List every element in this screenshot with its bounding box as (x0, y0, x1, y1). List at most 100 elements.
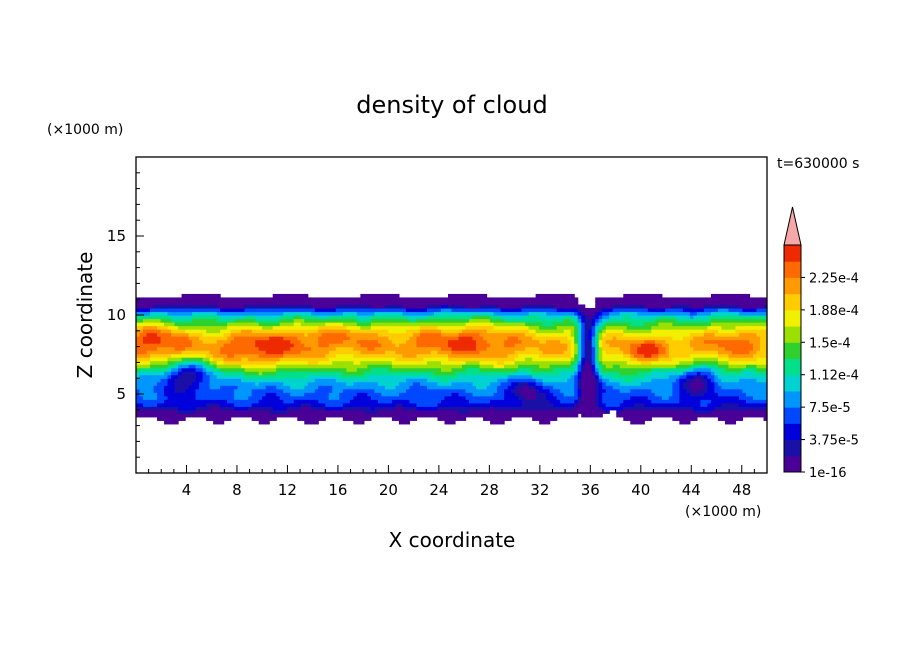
density-cell (511, 346, 516, 351)
density-cell (157, 388, 162, 393)
density-cell (433, 409, 439, 414)
density-cell (146, 413, 151, 418)
density-cell (595, 346, 600, 351)
density-cell (465, 395, 470, 400)
density-cell (514, 300, 519, 306)
density-cell (405, 300, 411, 306)
density-cell (269, 304, 274, 309)
density-cell (535, 297, 540, 302)
density-cell (265, 315, 270, 320)
density-cell (153, 381, 158, 386)
density-cell (409, 357, 414, 362)
density-cell (311, 395, 316, 400)
density-cell (223, 315, 228, 320)
density-cell (458, 300, 463, 306)
density-cell (511, 343, 516, 348)
density-cell (339, 367, 344, 372)
density-cell (146, 378, 151, 383)
density-cell (269, 346, 274, 351)
density-cell (412, 350, 418, 355)
density-cell (458, 409, 463, 414)
density-cell (174, 297, 179, 302)
density-cell (549, 406, 554, 411)
density-cell (612, 350, 617, 355)
density-cell (412, 378, 418, 383)
density-cell (469, 318, 474, 323)
density-cell (171, 346, 176, 351)
density-cell (381, 353, 386, 358)
density-cell (402, 413, 407, 418)
density-cell (398, 374, 404, 379)
density-cell (237, 360, 242, 365)
density-cell (609, 399, 614, 404)
density-cell (521, 399, 526, 404)
density-cell (360, 322, 365, 327)
density-cell (146, 332, 151, 337)
density-cell (381, 346, 386, 351)
density-cell (314, 304, 319, 309)
density-cell (255, 364, 260, 369)
density-cell (412, 381, 418, 386)
density-cell (490, 297, 495, 302)
density-cell (185, 315, 190, 320)
density-cell (181, 311, 186, 316)
density-cell (174, 304, 179, 309)
density-cell (588, 409, 593, 414)
density-cell (377, 371, 382, 376)
density-cell (514, 297, 519, 302)
density-cell (574, 385, 579, 390)
density-cell (623, 395, 628, 400)
density-cell (335, 374, 340, 379)
density-cell (314, 297, 319, 302)
density-cell (265, 416, 270, 421)
density-cell (595, 343, 600, 348)
density-cell (539, 392, 544, 397)
density-cell (307, 392, 312, 397)
density-cell (195, 360, 200, 365)
density-cell (272, 293, 277, 299)
density-cell (300, 371, 305, 376)
density-cell (202, 406, 207, 411)
density-cell (426, 371, 432, 376)
density-cell (269, 392, 274, 397)
density-cell (342, 346, 347, 351)
density-cell (272, 329, 277, 334)
density-cell (234, 409, 239, 414)
density-cell (363, 304, 368, 309)
density-cell (143, 413, 148, 418)
density-cell (332, 385, 337, 390)
density-cell (528, 318, 533, 323)
density-cell (241, 307, 246, 313)
density-cell (553, 388, 558, 393)
density-cell (567, 304, 572, 309)
density-cell (157, 413, 162, 418)
density-cell (300, 350, 305, 355)
density-cell (476, 385, 481, 390)
density-cell (360, 364, 365, 369)
density-cell (209, 388, 214, 393)
density-cell (549, 322, 554, 327)
density-cell (469, 322, 474, 327)
density-cell (581, 381, 586, 386)
density-cell (419, 322, 425, 327)
density-cell (532, 371, 537, 376)
density-cell (398, 350, 404, 355)
density-cell (430, 385, 435, 390)
density-cell (398, 339, 404, 344)
density-cell (539, 357, 544, 362)
density-cell (332, 346, 337, 351)
density-cell (164, 325, 169, 330)
density-cell (220, 388, 225, 393)
density-cell (493, 353, 498, 358)
density-cell (384, 297, 389, 302)
density-cell (297, 409, 302, 414)
density-cell (535, 318, 540, 323)
density-cell (199, 353, 204, 358)
density-cell (244, 413, 249, 418)
density-cell (458, 381, 463, 386)
density-cell (525, 409, 530, 414)
density-cell (486, 409, 491, 414)
density-cell (363, 402, 368, 407)
density-cell (290, 332, 295, 337)
density-cell (276, 409, 281, 414)
